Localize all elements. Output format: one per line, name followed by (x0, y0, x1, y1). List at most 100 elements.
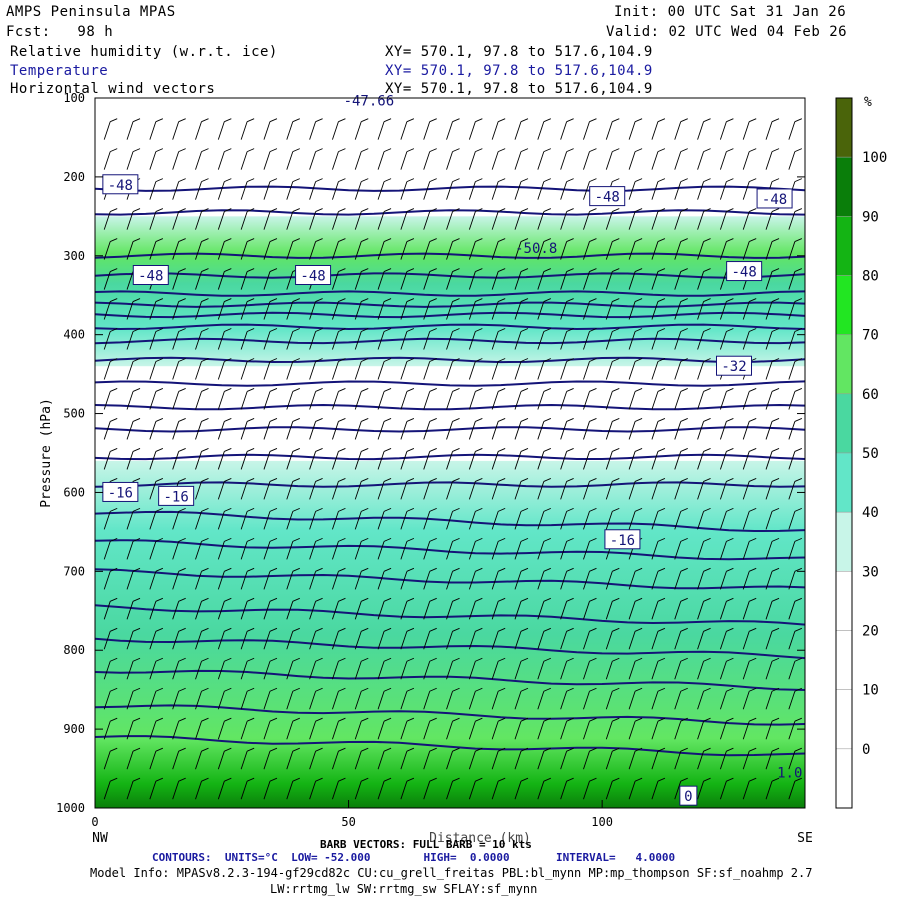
wind-barb-flag (224, 657, 232, 662)
colorbar-swatch (835, 216, 853, 276)
wind-barb-flag (452, 627, 460, 632)
wind-barb (560, 211, 568, 230)
wind-barb (172, 751, 180, 770)
wind-barb-flag (657, 268, 666, 272)
wind-barb (195, 691, 202, 710)
wind-barb (240, 721, 248, 740)
wind-barb-flag (771, 388, 780, 392)
wind-barb (126, 661, 134, 680)
wind-barb (332, 421, 339, 440)
wind-barb (400, 211, 408, 230)
wind-barb-flag (269, 717, 278, 722)
wind-barb (309, 391, 317, 410)
wind-barb (674, 781, 682, 800)
wind-barb-flag (201, 388, 209, 392)
wind-barb (354, 421, 362, 440)
wind-barb-flag (703, 477, 711, 482)
wind-barb-flag (566, 477, 574, 482)
wind-barb-flag (246, 178, 255, 183)
wind-barb-flag (771, 657, 780, 662)
wind-barb (103, 211, 111, 230)
wind-barb (354, 121, 362, 140)
wind-barb-flag (475, 717, 483, 722)
wind-barb-flag (155, 148, 164, 153)
wind-barb (651, 331, 659, 350)
wind-barb (195, 361, 202, 380)
wind-barb (263, 361, 271, 380)
isotherm-line (94, 323, 806, 331)
wind-barb-flag (749, 657, 757, 662)
wind-barb (332, 451, 339, 470)
colorbar-tick-label: 90 (862, 209, 879, 225)
wind-barb (309, 661, 317, 680)
wind-barb (697, 181, 704, 200)
wind-barb (765, 121, 773, 140)
wind-barb-flag (498, 358, 506, 362)
wind-barb (332, 541, 339, 560)
wind-barb (423, 151, 431, 170)
wind-barb-flag (269, 118, 278, 123)
wind-barb (583, 571, 590, 590)
wind-barb-flag (201, 298, 209, 302)
isotherm-line (94, 539, 806, 561)
wind-barb (765, 271, 773, 290)
wind-barb (628, 691, 636, 710)
wind-barb-flag (110, 627, 118, 632)
wind-barb-flag (269, 537, 278, 542)
wind-barb (537, 721, 545, 740)
wind-barb-flag (132, 687, 141, 692)
wind-barb-flag (589, 208, 597, 213)
wind-barb-flag (406, 657, 415, 662)
wind-barb-flag (155, 777, 164, 782)
wind-barb-flag (634, 148, 643, 153)
colorbar-swatch (835, 630, 853, 690)
wind-barb (332, 571, 339, 590)
wind-barb-flag (132, 747, 141, 752)
wind-barb-flag (155, 448, 164, 452)
wind-barb-flag (292, 507, 300, 512)
wind-barb-flag (338, 477, 346, 482)
wind-barb-flag (269, 238, 278, 242)
wind-barb-flag (498, 477, 506, 482)
wind-barb-flag (110, 747, 118, 752)
wind-barb (765, 331, 773, 350)
wind-barb-flag (657, 597, 666, 602)
wind-barb (719, 571, 727, 590)
wind-barb (332, 781, 339, 800)
wind-barb (103, 421, 111, 440)
wind-barb (377, 361, 385, 380)
wind-barb (309, 601, 317, 620)
wind-barb-flag (292, 537, 300, 542)
wind-barb-flag (406, 328, 415, 332)
wind-barb-flag (269, 597, 278, 602)
wind-barb (354, 301, 362, 320)
wind-barb-flag (680, 717, 688, 722)
wind-barb-flag (383, 418, 392, 422)
wind-barb (491, 571, 499, 590)
wind-barb-flag (269, 507, 278, 512)
wind-barb-flag (543, 208, 551, 213)
wind-barb (468, 211, 476, 230)
wind-barb-flag (475, 238, 483, 242)
wind-barb (674, 511, 682, 530)
wind-barb (195, 481, 202, 500)
wind-barb-flag (452, 777, 460, 782)
wind-barb (217, 661, 225, 680)
wind-barb-flag (338, 567, 346, 572)
wind-barb-flag (749, 448, 757, 452)
wind-barb-flag (475, 208, 483, 213)
colorbar-swatch (835, 97, 853, 158)
wind-barb (468, 721, 476, 740)
wind-barb (560, 511, 568, 530)
wind-barb-flag (520, 178, 529, 183)
wind-barb (628, 571, 636, 590)
isotherm-line (94, 301, 806, 308)
wind-barb (286, 391, 294, 410)
wind-barb-flag (292, 388, 300, 392)
wind-barb (400, 661, 408, 680)
wind-barb (240, 331, 248, 350)
wind-barb (765, 691, 773, 710)
wind-barb (286, 481, 294, 500)
wind-barb-flag (406, 418, 415, 422)
wind-barb-flag (292, 717, 300, 722)
